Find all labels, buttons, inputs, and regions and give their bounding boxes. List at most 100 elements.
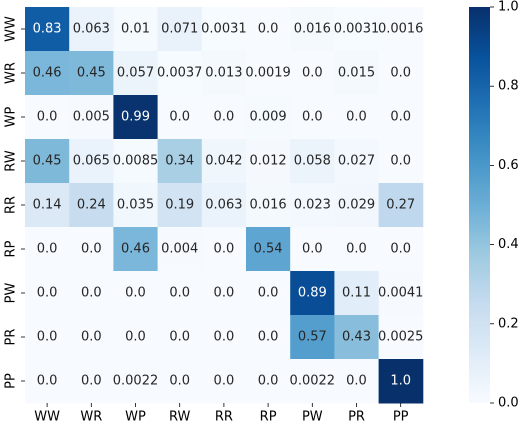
heatmap-cell-pw-rw [157, 271, 203, 316]
heatmap-cell-wp-pw [290, 95, 335, 140]
y-axis: WW WR WP RW RR RP PW PR PP [4, 16, 25, 389]
y-tick-label: PP [4, 373, 19, 389]
cell-value-label: 0.83 [33, 22, 62, 37]
heatmap-cell-ww-pr [334, 7, 380, 52]
cell-value-label: 0.43 [342, 330, 371, 345]
cell-value-label: 0.013 [205, 66, 242, 81]
heatmap-cell-rw-ww [25, 139, 70, 184]
heatmap-cell-rw-wr [69, 139, 114, 184]
heatmap-cell-rr-rp [246, 183, 291, 228]
heatmap-cell-wr-rr [201, 51, 247, 96]
heatmap-cell-wr-pr [334, 51, 380, 96]
cell-value-label: 0.0 [214, 374, 235, 389]
cell-value-label: 0.0 [346, 374, 367, 389]
cell-value-label: 0.0 [302, 110, 323, 125]
heatmap-cell-rp-pp [378, 227, 424, 272]
cell-value-label: 0.057 [117, 66, 154, 81]
heatmap-cell-rr-wr [69, 183, 114, 228]
heatmap-cell-pr-ww [25, 315, 70, 360]
cell-value-label: 0.0041 [378, 286, 424, 301]
cell-value-label: 0.54 [254, 242, 283, 257]
heatmap-cell-ww-rp [246, 7, 291, 52]
cell-value-label: 0.004 [161, 242, 198, 257]
cell-value-label: 0.0 [125, 330, 146, 345]
cell-value-label: 0.0031 [201, 22, 247, 37]
cell-value-label: 0.46 [33, 66, 62, 81]
heatmap-cell-pw-rp [246, 271, 291, 316]
heatmap-cell-ww-pp [378, 7, 424, 52]
cell-value-label: 0.0 [81, 374, 102, 389]
heatmap-cell-pr-pp [378, 315, 424, 360]
cell-value-label: 0.0037 [157, 66, 203, 81]
heatmap-cell-rr-pp [378, 183, 424, 228]
heatmap-cell-pw-pp [378, 271, 424, 316]
heatmap-cell-wp-pr [334, 95, 380, 140]
heatmap-cell-ww-pw [290, 7, 335, 52]
heatmap-cell-wr-wr [69, 51, 114, 96]
heatmap-cell-rr-pw [290, 183, 335, 228]
cell-value-label: 0.01 [121, 22, 150, 37]
x-tick-label: PW [302, 410, 323, 425]
cell-value-label: 0.0 [37, 242, 58, 257]
cell-value-label: 0.0 [169, 330, 190, 345]
cell-value-label: 0.042 [205, 154, 242, 169]
cell-value-label: 0.0085 [113, 154, 159, 169]
heatmap-cell-rw-rp [246, 139, 291, 184]
cell-value-label: 0.0 [346, 242, 367, 257]
heatmap-cell-pp-wp [113, 359, 159, 404]
heatmap-cell-ww-wr [69, 7, 114, 52]
heatmap-cell-wp-rp [246, 95, 291, 140]
colorbar-tick-label: 0.8 [498, 79, 519, 94]
heatmap-cell-wr-ww [25, 51, 70, 96]
heatmap-cell-pr-rw [157, 315, 203, 360]
cell-value-label: 0.0 [169, 374, 190, 389]
heatmap-cell-pw-pr [334, 271, 380, 316]
cell-value-label: 0.0016 [378, 22, 424, 37]
heatmap-cell-pr-pr [334, 315, 380, 360]
cell-value-label: 0.016 [294, 22, 331, 37]
cell-value-label: 0.0 [125, 286, 146, 301]
cell-value-label: 0.24 [77, 198, 106, 213]
heatmap-cell-rr-wp [113, 183, 159, 228]
cell-value-label: 0.0 [258, 286, 279, 301]
cell-value-label: 0.0 [390, 66, 411, 81]
cell-value-label: 0.0 [37, 286, 58, 301]
colorbar-tick-label: 0.0 [498, 396, 519, 411]
cell-value-label: 0.0 [390, 242, 411, 257]
heatmap-cell-ww-wp [113, 7, 159, 52]
y-tick-label: PR [4, 329, 19, 346]
cell-value-label: 0.0031 [334, 22, 380, 37]
heatmap-cell-pw-ww [25, 271, 70, 316]
heatmap-cell-rp-wp [113, 227, 159, 272]
heatmap-cell-pw-pw [290, 271, 335, 316]
heatmap-cell-pr-wp [113, 315, 159, 360]
heatmap-cell-pp-pw [290, 359, 335, 404]
heatmap-cell-wp-ww [25, 95, 70, 140]
heatmap-cell-pr-rp [246, 315, 291, 360]
colorbar-tick-label: 1.0 [498, 0, 519, 15]
heatmap-cell-wr-rp [246, 51, 291, 96]
cell-value-label: 0.45 [33, 154, 62, 169]
cell-value-label: 0.071 [161, 22, 198, 37]
x-tick-label: PR [348, 410, 365, 425]
cell-value-label: 0.45 [77, 66, 106, 81]
heatmap-cell-rp-ww [25, 227, 70, 272]
cell-value-label: 0.0 [169, 286, 190, 301]
cell-value-label: 0.063 [73, 22, 110, 37]
cell-value-label: 0.065 [73, 154, 110, 169]
heatmap-cell-labels: 0.83 0.063 0.01 0.071 0.0031 0.0 0.016 0.00310.… [33, 22, 424, 389]
heatmap-cell-rp-pr [334, 227, 380, 272]
cell-value-label: 0.34 [165, 154, 194, 169]
heatmap-cell-wr-wp [113, 51, 159, 96]
heatmap-cell-pw-wr [69, 271, 114, 316]
cell-value-label: 0.0 [346, 110, 367, 125]
cell-value-label: 0.063 [205, 198, 242, 213]
heatmap-cell-rw-wp [113, 139, 159, 184]
heatmap-cell-rp-rr [201, 227, 247, 272]
cell-value-label: 0.0 [258, 374, 279, 389]
y-tick-label: WP [4, 106, 19, 127]
cell-value-label: 0.19 [165, 198, 194, 213]
heatmap-cell-pr-wr [69, 315, 114, 360]
cell-value-label: 0.99 [121, 110, 150, 125]
cell-value-label: 0.0 [81, 242, 102, 257]
